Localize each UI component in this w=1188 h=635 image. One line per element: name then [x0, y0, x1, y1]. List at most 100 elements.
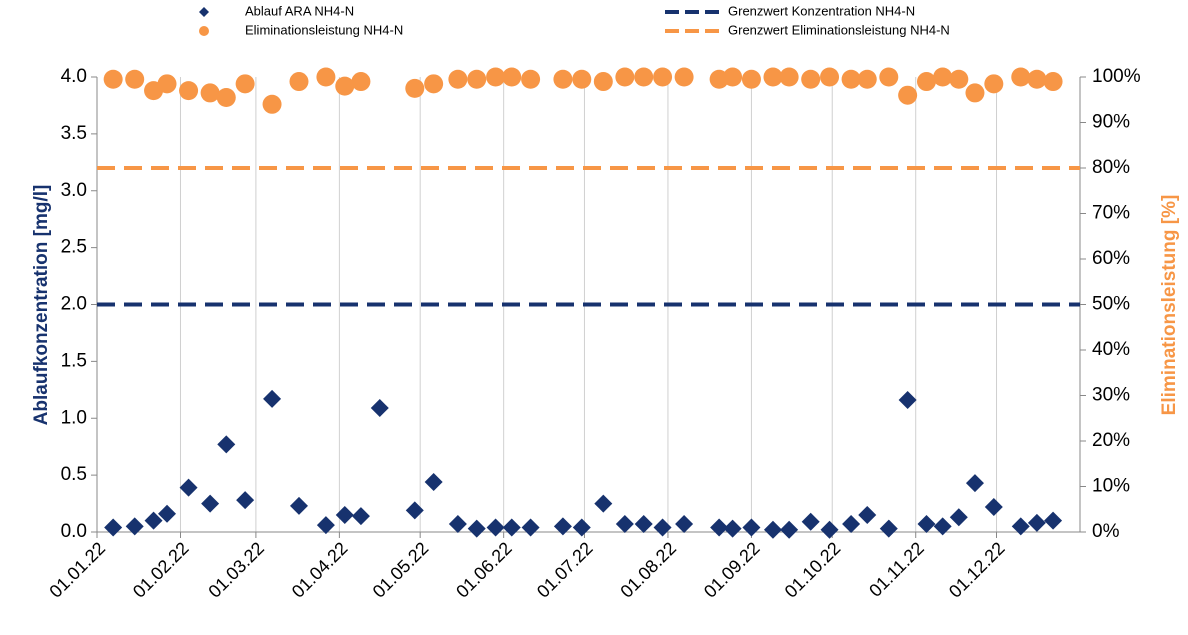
point	[201, 494, 220, 513]
point	[289, 496, 308, 515]
x-tick-label: 01.11.22	[865, 538, 928, 601]
point	[965, 474, 984, 493]
point	[262, 94, 282, 114]
x-tick-label: 01.06.22	[452, 538, 516, 602]
y2-tick-label: 100%	[1092, 66, 1141, 87]
point	[521, 518, 540, 537]
point	[103, 69, 123, 89]
point	[675, 515, 694, 534]
y2-tick-label: 30%	[1092, 385, 1130, 406]
point	[801, 512, 820, 531]
x-tick-label: 01.12.22	[945, 538, 1009, 602]
point	[965, 83, 985, 103]
x-tick-label: 01.02.22	[129, 538, 193, 602]
x-tick-label: 01.10.22	[781, 538, 845, 602]
point	[351, 507, 370, 526]
point	[763, 67, 783, 87]
y2-tick-label: 50%	[1092, 294, 1130, 315]
point	[335, 505, 354, 524]
point	[424, 74, 444, 94]
y-tick-label: 3.5	[61, 123, 87, 144]
point	[572, 69, 592, 89]
point	[984, 497, 1003, 516]
point	[502, 67, 522, 87]
point	[741, 69, 761, 89]
point	[593, 72, 613, 92]
y2-tick-label: 60%	[1092, 248, 1130, 269]
point	[158, 504, 177, 523]
point	[424, 472, 443, 491]
y2-tick-label: 0%	[1092, 521, 1120, 542]
y2-tick-label: 10%	[1092, 476, 1130, 497]
point	[144, 511, 163, 530]
point	[857, 69, 877, 89]
point	[594, 494, 613, 513]
y-tick-label: 2.5	[61, 237, 87, 258]
point	[710, 518, 729, 537]
point	[1027, 513, 1046, 532]
point	[179, 81, 199, 101]
point	[405, 78, 425, 98]
point	[502, 518, 521, 537]
point	[653, 518, 672, 537]
point	[1043, 72, 1063, 92]
point	[553, 69, 573, 89]
point	[1044, 511, 1063, 530]
y-tick-label: 1.0	[61, 407, 87, 428]
point	[316, 516, 335, 535]
point	[916, 72, 936, 92]
y2-tick-label: 90%	[1092, 112, 1130, 133]
point	[351, 72, 371, 92]
point	[742, 518, 761, 537]
point	[723, 519, 742, 538]
point	[448, 69, 468, 89]
y2-tick-label: 40%	[1092, 339, 1130, 360]
point	[933, 67, 953, 87]
x-tick-label: 01.03.22	[204, 538, 268, 602]
point	[634, 67, 654, 87]
point	[486, 67, 506, 87]
legend-marker	[199, 7, 209, 17]
point	[949, 69, 969, 89]
point	[898, 85, 918, 105]
point	[104, 518, 123, 537]
point	[467, 519, 486, 538]
point	[1027, 69, 1047, 89]
legend-label: Eliminationsleistung NH4-N	[245, 22, 403, 37]
point	[917, 515, 936, 534]
point	[157, 74, 177, 94]
y-tick-label: 1.5	[61, 350, 87, 371]
point	[842, 515, 861, 534]
point	[553, 517, 572, 536]
point	[879, 67, 899, 87]
y-tick-label: 0.5	[61, 464, 87, 485]
x-tick-label: 01.09.22	[700, 538, 764, 602]
y2-tick-label: 80%	[1092, 157, 1130, 178]
point	[801, 69, 821, 89]
point	[200, 83, 220, 103]
point	[289, 72, 309, 92]
point	[216, 87, 236, 107]
point	[879, 519, 898, 538]
point	[615, 515, 634, 534]
point	[780, 520, 799, 539]
point	[933, 517, 952, 536]
point	[723, 67, 743, 87]
point	[674, 67, 694, 87]
point	[858, 505, 877, 524]
legend-marker	[199, 26, 209, 36]
point	[467, 69, 487, 89]
y-tick-label: 2.0	[61, 294, 87, 315]
x-tick-label: 01.05.22	[369, 538, 433, 602]
point	[615, 67, 635, 87]
point	[370, 399, 389, 418]
point	[217, 435, 236, 454]
point	[841, 69, 861, 89]
point	[820, 520, 839, 539]
legend-label: Ablauf ARA NH4-N	[245, 3, 354, 18]
point	[898, 391, 917, 410]
y-tick-label: 3.0	[61, 180, 87, 201]
point	[486, 518, 505, 537]
x-tick-label: 01.01.22	[45, 538, 109, 602]
